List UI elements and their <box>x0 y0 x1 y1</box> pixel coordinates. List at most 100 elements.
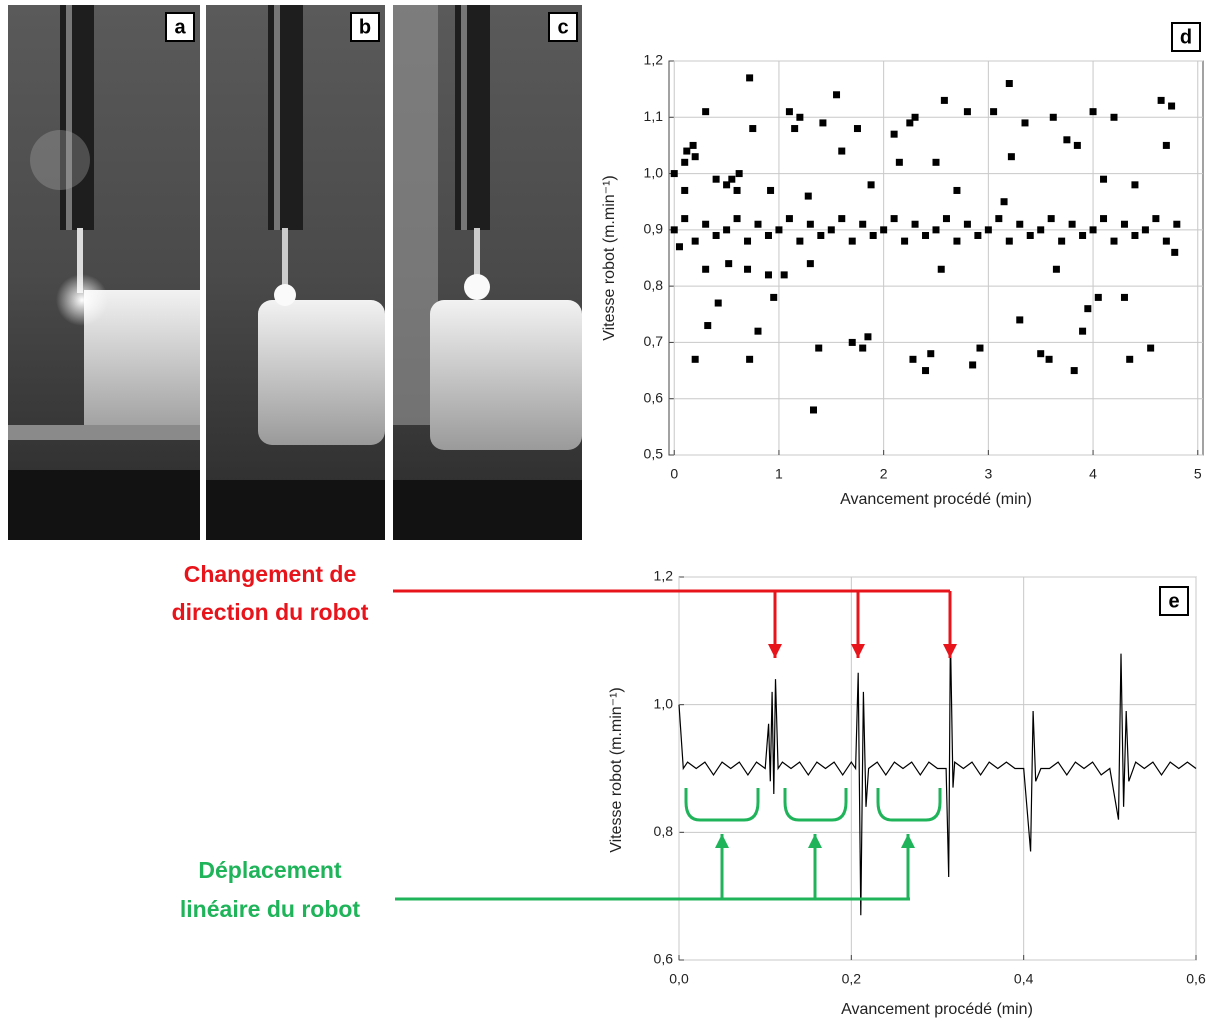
point <box>754 327 762 335</box>
point <box>675 243 683 251</box>
point <box>681 215 689 223</box>
point <box>990 108 998 116</box>
point <box>796 113 804 121</box>
y-tick-label: 0,5 <box>644 446 664 462</box>
point <box>853 125 861 133</box>
point <box>953 186 961 194</box>
point <box>911 113 919 121</box>
y-tick-label: 0,6 <box>644 389 664 405</box>
y-tick-label: 0,6 <box>654 951 674 967</box>
point <box>809 406 817 414</box>
point <box>806 260 814 268</box>
point <box>785 108 793 116</box>
point <box>1089 226 1097 234</box>
point <box>963 108 971 116</box>
point <box>864 333 872 341</box>
point <box>691 237 699 245</box>
point <box>1126 355 1134 363</box>
point <box>767 186 775 194</box>
photo-a <box>8 5 200 540</box>
point <box>712 231 720 239</box>
point <box>1173 220 1181 228</box>
x-tick-label: 0,2 <box>842 971 862 987</box>
point <box>819 119 827 127</box>
point <box>974 231 982 239</box>
x-tick-label: 0,6 <box>1186 971 1206 987</box>
point <box>712 175 720 183</box>
point <box>1070 367 1078 375</box>
point <box>1147 344 1155 352</box>
point <box>791 125 799 133</box>
x-axis-label: Avancement procédé (min) <box>841 1001 1033 1018</box>
point <box>1084 305 1092 313</box>
point <box>670 226 678 234</box>
point <box>937 265 945 273</box>
point <box>1141 226 1149 234</box>
point <box>827 226 835 234</box>
point <box>804 192 812 200</box>
annotation-red: direction du robot <box>172 599 369 625</box>
point <box>1120 220 1128 228</box>
point <box>744 265 752 273</box>
point <box>1058 237 1066 245</box>
photo-c <box>393 5 582 540</box>
point <box>1110 113 1118 121</box>
point <box>723 181 731 189</box>
point <box>1047 215 1055 223</box>
point <box>1007 153 1015 161</box>
point <box>969 361 977 369</box>
point <box>940 96 948 104</box>
point <box>1049 113 1057 121</box>
point <box>1063 136 1071 144</box>
point <box>953 237 961 245</box>
point <box>702 265 710 273</box>
photo-label: c <box>557 16 568 38</box>
point <box>681 158 689 166</box>
point <box>725 260 733 268</box>
point <box>1079 231 1087 239</box>
annotation-green: Déplacement <box>198 857 342 883</box>
point <box>1026 231 1034 239</box>
y-tick-label: 0,8 <box>654 823 674 839</box>
point <box>848 338 856 346</box>
point <box>1168 102 1176 110</box>
point <box>817 231 825 239</box>
point <box>890 130 898 138</box>
point <box>1068 220 1076 228</box>
point <box>869 231 877 239</box>
point <box>1073 141 1081 149</box>
green-bracket <box>684 788 760 822</box>
point <box>1037 226 1045 234</box>
point <box>691 355 699 363</box>
panel-label: e <box>1168 590 1179 612</box>
photo-labels: a b c <box>165 12 578 42</box>
point <box>1052 265 1060 273</box>
point <box>1094 293 1102 301</box>
point <box>1162 237 1170 245</box>
point <box>963 220 971 228</box>
point <box>1171 248 1179 256</box>
point <box>911 220 919 228</box>
point <box>984 226 992 234</box>
green-bracket <box>876 788 942 822</box>
point <box>780 271 788 279</box>
y-tick-label: 1,0 <box>644 164 664 180</box>
green-arrow-head <box>901 834 915 848</box>
y-tick-label: 0,7 <box>644 333 664 349</box>
point <box>1005 237 1013 245</box>
point <box>815 344 823 352</box>
x-tick-label: 0 <box>670 466 678 482</box>
photo-b <box>206 5 385 540</box>
point <box>1131 231 1139 239</box>
x-tick-label: 0,4 <box>1014 971 1034 987</box>
point <box>806 220 814 228</box>
point <box>1005 80 1013 88</box>
point <box>683 147 691 155</box>
point <box>1100 175 1108 183</box>
point <box>1131 181 1139 189</box>
point <box>922 231 930 239</box>
point <box>670 170 678 178</box>
point <box>976 344 984 352</box>
point <box>906 119 914 127</box>
